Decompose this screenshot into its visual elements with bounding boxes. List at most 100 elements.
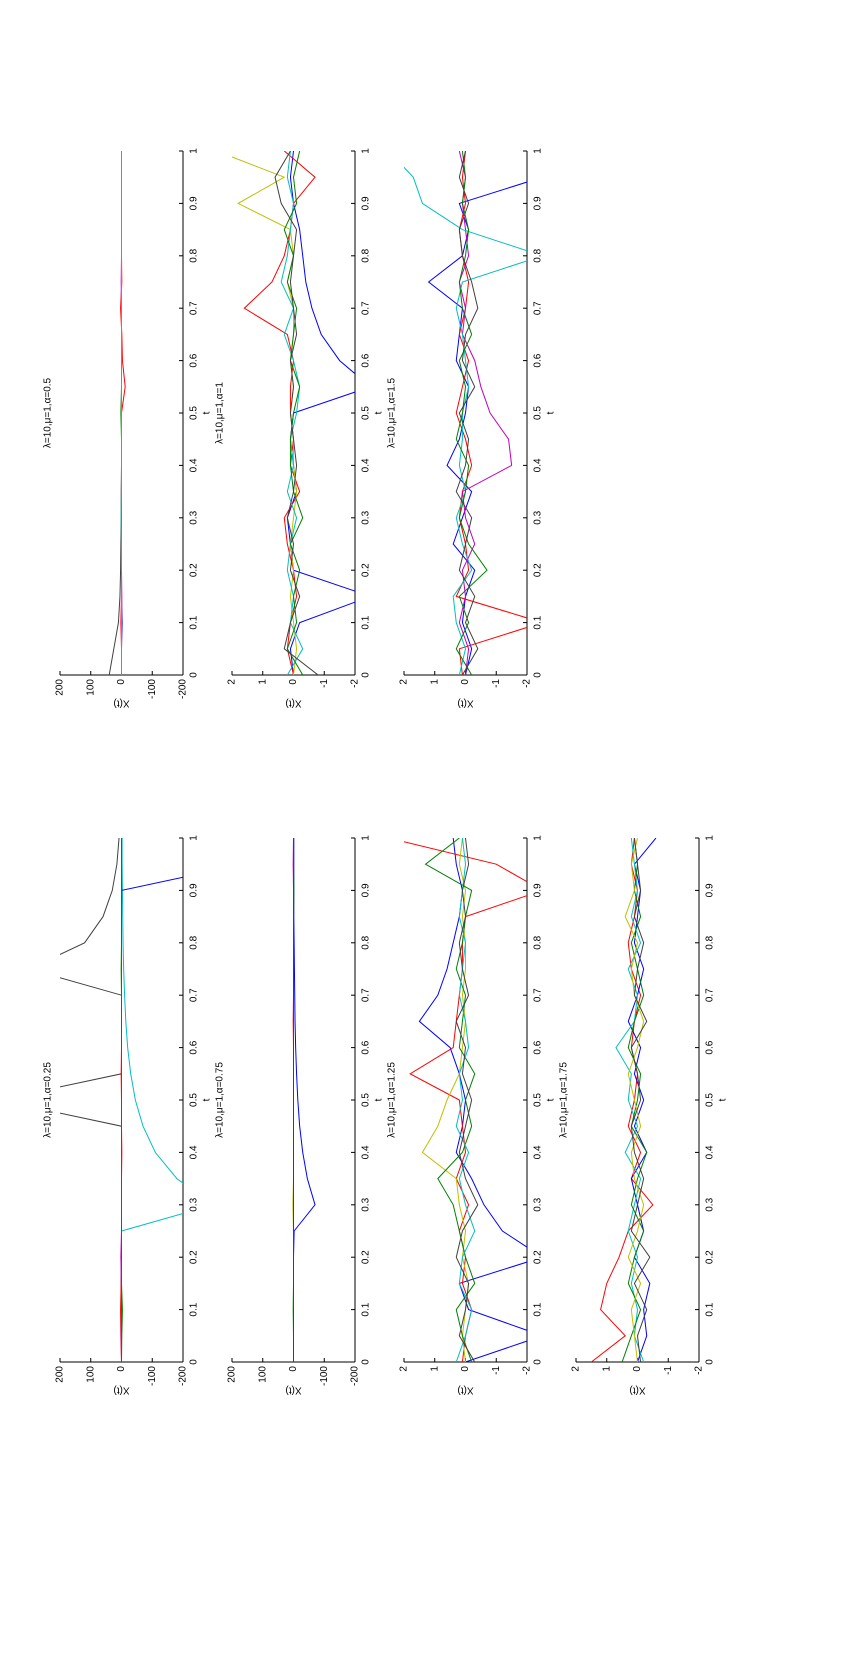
x-tick-label: 0.4: [705, 1145, 716, 1159]
subplot-title: λ=10,μ=1,α=1.5: [387, 377, 398, 448]
x-tick-label: 0.1: [189, 1302, 200, 1316]
x-tick-label: 0.5: [533, 406, 544, 420]
subplot: λ=10,μ=1,α=0.7500.10.20.30.40.50.60.70.8…: [215, 835, 385, 1396]
x-tick-label: 0.6: [533, 353, 544, 367]
x-tick-label: 0.4: [361, 1145, 372, 1159]
series-line: [456, 151, 542, 675]
series-line: [426, 838, 475, 1362]
x-tick-label: 1: [533, 148, 544, 154]
x-tick-label: 0.9: [361, 196, 372, 210]
y-axis-label: X(t): [285, 1384, 301, 1395]
y-tick-label: 100: [85, 679, 96, 696]
x-tick-label: 0.3: [361, 1197, 372, 1211]
x-tick-label: 0.1: [533, 1302, 544, 1316]
x-tick-label: 0.9: [705, 883, 716, 897]
x-tick-label: 0.2: [189, 563, 200, 577]
x-tick-label: 0.2: [189, 1250, 200, 1264]
x-tick-label: 1: [533, 835, 544, 841]
y-tick-label: 100: [85, 1366, 96, 1383]
series-line: [109, 151, 121, 675]
x-tick-label: 0.4: [533, 458, 544, 472]
x-axis-label: t: [546, 1098, 557, 1101]
y-tick-label: -2: [694, 1366, 705, 1375]
x-tick-label: 1: [189, 835, 200, 841]
x-tick-label: 0.1: [705, 1302, 716, 1316]
y-tick-label: 2: [399, 679, 410, 685]
x-tick-label: 0.1: [189, 615, 200, 629]
x-tick-label: 0.6: [361, 1040, 372, 1054]
series-line: [616, 838, 644, 1362]
x-tick-label: 0.4: [189, 458, 200, 472]
x-tick-label: 0.5: [189, 1093, 200, 1107]
x-tick-label: 0: [533, 1359, 544, 1365]
x-tick-label: 0.2: [533, 1250, 544, 1264]
x-tick-label: 0.8: [361, 248, 372, 262]
x-tick-label: 0.5: [361, 406, 372, 420]
x-tick-label: 1: [361, 835, 372, 841]
y-tick-label: -200: [178, 1366, 189, 1386]
x-tick-label: 0.3: [189, 1197, 200, 1211]
y-tick-label: -100: [147, 679, 158, 699]
y-tick-label: 1: [601, 1366, 612, 1372]
subplot: λ=10,μ=1,α=1.7500.10.20.30.40.50.60.70.8…: [559, 835, 729, 1396]
x-tick-label: 0.8: [533, 248, 544, 262]
y-tick-label: 0: [116, 679, 127, 685]
y-tick-label: 0: [632, 1366, 643, 1372]
x-tick-label: 0.4: [533, 1145, 544, 1159]
y-axis-label: X(t): [629, 1384, 645, 1395]
y-tick-label: 2: [571, 1366, 582, 1372]
x-tick-label: 0.6: [361, 353, 372, 367]
x-tick-label: 0.1: [361, 615, 372, 629]
y-axis-label: X(t): [113, 697, 129, 708]
x-tick-label: 0.7: [361, 988, 372, 1002]
x-tick-label: 0.9: [533, 883, 544, 897]
x-tick-label: 0: [705, 1359, 716, 1365]
x-axis-label: t: [202, 1098, 213, 1101]
x-tick-label: 0.2: [533, 563, 544, 577]
subplot-title: λ=10,μ=1,α=1.75: [559, 1062, 570, 1138]
x-tick-label: 0.5: [533, 1093, 544, 1107]
x-tick-label: 0.3: [705, 1197, 716, 1211]
y-tick-label: -100: [319, 1366, 330, 1386]
x-tick-label: 0.8: [705, 935, 716, 949]
x-tick-label: 0.6: [533, 1040, 544, 1054]
x-tick-label: 0.8: [189, 935, 200, 949]
y-tick-label: 200: [55, 1366, 66, 1383]
series-line: [422, 838, 468, 1362]
x-axis-label: t: [374, 1098, 385, 1101]
y-tick-label: 100: [257, 1366, 268, 1383]
y-tick-label: 1: [429, 1366, 440, 1372]
x-tick-label: 0.3: [533, 1197, 544, 1211]
series-line: [628, 838, 656, 1362]
y-tick-label: 200: [55, 679, 66, 696]
x-tick-label: 0.3: [533, 510, 544, 524]
series-line: [459, 151, 511, 675]
y-tick-label: -2: [522, 679, 533, 688]
x-tick-label: 0.8: [533, 935, 544, 949]
x-axis-label: t: [718, 1098, 729, 1101]
x-tick-label: 0: [361, 672, 372, 678]
x-tick-label: 0.9: [189, 196, 200, 210]
x-tick-label: 0.5: [361, 1093, 372, 1107]
x-tick-label: 0.4: [361, 458, 372, 472]
x-tick-label: 0: [361, 1359, 372, 1365]
subplot: λ=10,μ=1,α=1.500.10.20.30.40.50.60.70.80…: [387, 148, 557, 709]
y-tick-label: 2: [399, 1366, 410, 1372]
x-tick-label: 0.7: [705, 988, 716, 1002]
x-tick-label: 0.7: [533, 301, 544, 315]
y-tick-label: 0: [288, 679, 299, 685]
x-tick-label: 0.2: [361, 563, 372, 577]
x-tick-label: 0.3: [361, 510, 372, 524]
y-tick-label: 1: [257, 679, 268, 685]
x-tick-label: 0.1: [361, 1302, 372, 1316]
x-tick-label: 0.2: [705, 1250, 716, 1264]
y-tick-label: -1: [491, 1366, 502, 1375]
x-axis-label: t: [374, 411, 385, 414]
x-tick-label: 0.8: [361, 935, 372, 949]
subplot-title: λ=10,μ=1,α=0.75: [215, 1062, 226, 1138]
x-tick-label: 0: [189, 672, 200, 678]
y-tick-label: -100: [147, 1366, 158, 1386]
x-axis-label: t: [202, 411, 213, 414]
x-tick-label: 0.9: [533, 196, 544, 210]
